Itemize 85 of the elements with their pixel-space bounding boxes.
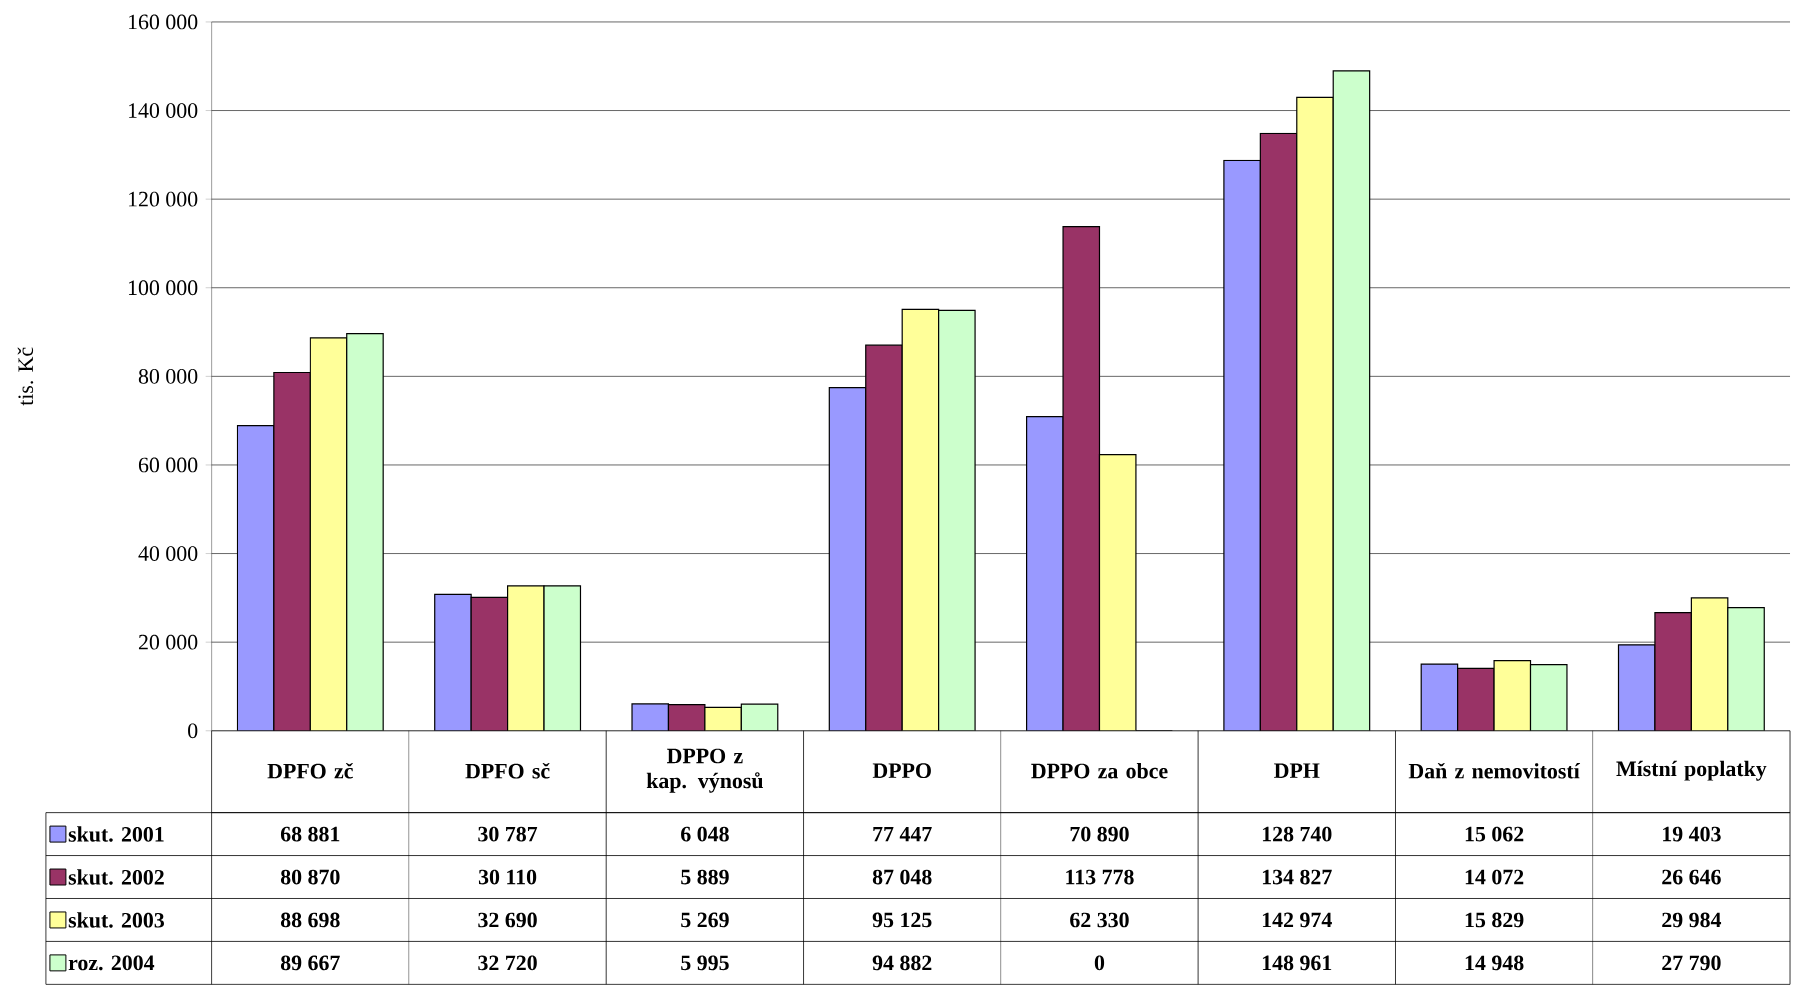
x-tick-label: DPPO <box>872 763 931 778</box>
bar <box>902 309 939 731</box>
data-label: 0 <box>1094 955 1105 971</box>
y-tick-label: 80 000 <box>138 368 198 384</box>
y-tick-label: 20 000 <box>138 634 198 650</box>
data-label: 19 403 <box>1663 826 1721 842</box>
legend-label: skut. 2002 <box>68 869 164 885</box>
data-label: 77 447 <box>873 826 932 842</box>
legend-label: skut. 2001 <box>68 826 164 842</box>
data-label: 113 778 <box>1066 869 1134 885</box>
y-tick-label: 160 000 <box>128 14 198 30</box>
y-tick-label: 40 000 <box>138 546 198 561</box>
data-label: 5 269 <box>681 912 729 928</box>
x-tick-label: Daň z nemovitostí <box>1408 762 1581 779</box>
bar <box>1099 454 1136 731</box>
data-label: 148 961 <box>1262 955 1332 971</box>
bar <box>1457 668 1495 731</box>
bar <box>237 425 274 731</box>
x-tick-label: DPFO sč <box>465 762 550 779</box>
data-label: 142 974 <box>1262 912 1332 928</box>
data-label: 26 646 <box>1662 869 1721 885</box>
bar <box>1026 416 1064 731</box>
data-label: 5 889 <box>681 869 729 885</box>
bar <box>1223 160 1261 731</box>
data-label: 32 690 <box>478 912 537 928</box>
bar <box>273 372 311 731</box>
bar <box>1494 660 1531 731</box>
data-label: 32 720 <box>478 955 537 971</box>
data-label: 27 790 <box>1662 955 1721 971</box>
data-label: 15 062 <box>1465 826 1524 842</box>
legend-label: skut. 2003 <box>68 912 164 928</box>
bar <box>1063 226 1100 731</box>
data-label: 95 125 <box>872 912 932 928</box>
bar <box>829 387 866 731</box>
legend-label: roz. 2004 <box>68 955 155 971</box>
data-label: 30 110 <box>478 869 537 885</box>
bar <box>346 333 384 731</box>
y-axis-title: tis. Kč <box>17 347 34 406</box>
bar <box>704 707 742 731</box>
bar <box>507 585 545 731</box>
data-label: 70 890 <box>1070 826 1129 842</box>
bar <box>434 594 472 731</box>
bar <box>1654 611 1692 731</box>
y-tick-label: 120 000 <box>128 191 198 207</box>
data-label: 15 829 <box>1465 912 1524 928</box>
data-label: 88 698 <box>280 912 340 928</box>
data-label: 62 330 <box>1070 912 1129 928</box>
bar <box>1617 644 1656 731</box>
bar <box>1690 597 1729 731</box>
data-label: 89 667 <box>280 955 340 971</box>
bar <box>471 597 508 731</box>
bar <box>1727 606 1765 731</box>
bar <box>310 337 347 731</box>
data-label: 134 827 <box>1262 869 1332 885</box>
data-label: 29 984 <box>1662 912 1722 928</box>
bar <box>1530 664 1567 731</box>
y-tick-label: 140 000 <box>128 102 198 118</box>
data-label: 80 870 <box>280 869 340 885</box>
bar <box>865 344 903 731</box>
data-label: 14 072 <box>1465 869 1524 885</box>
y-tick-label: 0 <box>188 723 198 738</box>
bar <box>1260 133 1297 731</box>
bar <box>632 703 669 731</box>
bar <box>741 704 778 731</box>
data-label: 6 048 <box>681 826 729 842</box>
x-tick-label: Místní poplatky <box>1616 760 1767 781</box>
data-label: 87 048 <box>872 869 932 885</box>
data-label: 128 740 <box>1262 826 1332 842</box>
y-tick-label: 60 000 <box>138 457 198 473</box>
y-tick-label: 100 000 <box>128 280 198 295</box>
data-label: 68 881 <box>280 826 340 842</box>
data-label: 5 995 <box>681 955 729 971</box>
data-label: 14 948 <box>1465 955 1524 971</box>
data-label: 94 882 <box>872 955 932 971</box>
bar <box>544 585 581 731</box>
bar <box>1296 97 1334 731</box>
bar <box>1333 70 1370 731</box>
data-label: 30 787 <box>478 826 538 842</box>
x-tick-label: DPFO zč <box>267 762 353 779</box>
bar <box>668 704 705 731</box>
x-tick-label: DPPO z kap. výnosů <box>646 748 763 793</box>
bar <box>938 310 976 731</box>
bar <box>1421 663 1458 731</box>
x-tick-label: DPH <box>1274 763 1320 778</box>
x-tick-label: DPPO za obce <box>1031 762 1168 779</box>
